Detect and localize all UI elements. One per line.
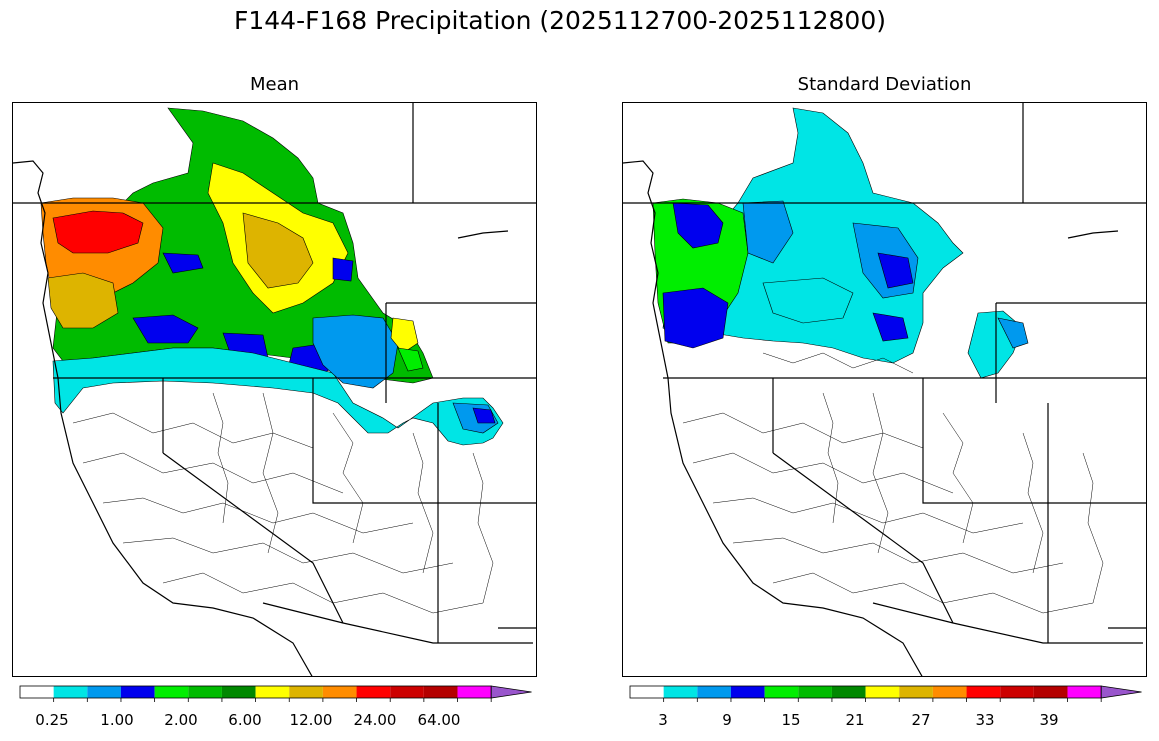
stddev-state-borders	[623, 103, 1146, 676]
stddev-colorbar	[629, 685, 1142, 706]
mean-tick-label: 64.00	[417, 711, 461, 729]
stddev-tick-label: 15	[781, 711, 801, 729]
stddev-watershed-lines	[682, 352, 1104, 614]
colorbar-swatch	[87, 686, 121, 698]
colorbar-swatch	[1067, 686, 1102, 698]
colorbar-swatch	[663, 686, 698, 698]
colorbar-extend-arrow	[490, 685, 532, 699]
colorbar-swatch	[255, 686, 290, 698]
stddev-tick-label: 33	[975, 711, 995, 729]
colorbar-swatch	[966, 686, 1001, 698]
colorbar-swatch	[764, 686, 799, 698]
mean-tick-label: 24.00	[353, 711, 397, 729]
mean-state-borders	[13, 103, 536, 676]
stddev-precip-field	[652, 107, 1029, 379]
colorbar-swatch	[1000, 686, 1034, 698]
colorbar-swatch	[932, 686, 967, 698]
colorbar-swatch	[188, 686, 222, 698]
colorbar-swatch	[390, 686, 424, 698]
colorbar-swatch	[1033, 686, 1068, 698]
colorbar-swatch	[322, 686, 357, 698]
mean-tick-label: 1.00	[100, 711, 134, 729]
stddev-tick-label: 39	[1039, 711, 1059, 729]
colorbar-swatch	[457, 686, 492, 698]
mean-panel-title: Mean	[249, 74, 300, 95]
colorbar-swatch	[697, 686, 731, 698]
colorbar-swatch	[730, 686, 765, 698]
mean-map-svg	[13, 103, 536, 676]
mean-colorbar	[19, 685, 532, 706]
stddev-panel-title: Standard Deviation	[797, 74, 972, 95]
mean-tick-label: 6.00	[228, 711, 262, 729]
stddev-map-svg	[623, 103, 1146, 676]
stddev-colorbar-svg	[629, 685, 1142, 702]
colorbar-swatch	[423, 686, 458, 698]
mean-tick-label: 2.00	[164, 711, 198, 729]
colorbar-swatch	[289, 686, 323, 698]
colorbar-swatch	[630, 686, 664, 698]
mean-tick-label: 0.25	[35, 711, 69, 729]
colorbar-swatch	[53, 686, 88, 698]
mean-map	[12, 102, 537, 677]
colorbar-swatch	[865, 686, 900, 698]
colorbar-swatch	[120, 686, 155, 698]
stddev-tick-label: 9	[722, 711, 732, 729]
stddev-tick-label: 27	[911, 711, 931, 729]
mean-watershed-lines	[72, 392, 494, 614]
colorbar-extend-arrow	[1100, 685, 1142, 699]
figure-title: F144-F168 Precipitation (2025112700-2025…	[233, 6, 886, 35]
mean-colorbar-svg	[19, 685, 532, 702]
stddev-tick-label: 21	[845, 711, 865, 729]
colorbar-swatch	[221, 686, 256, 698]
colorbar-swatch	[356, 686, 391, 698]
stddev-map	[622, 102, 1147, 677]
colorbar-swatch	[154, 686, 189, 698]
colorbar-swatch	[798, 686, 832, 698]
colorbar-swatch	[831, 686, 866, 698]
colorbar-swatch	[20, 686, 54, 698]
colorbar-swatch	[899, 686, 933, 698]
mean-tick-label: 12.00	[289, 711, 333, 729]
stddev-tick-label: 3	[658, 711, 668, 729]
mean-precip-field	[40, 107, 504, 446]
